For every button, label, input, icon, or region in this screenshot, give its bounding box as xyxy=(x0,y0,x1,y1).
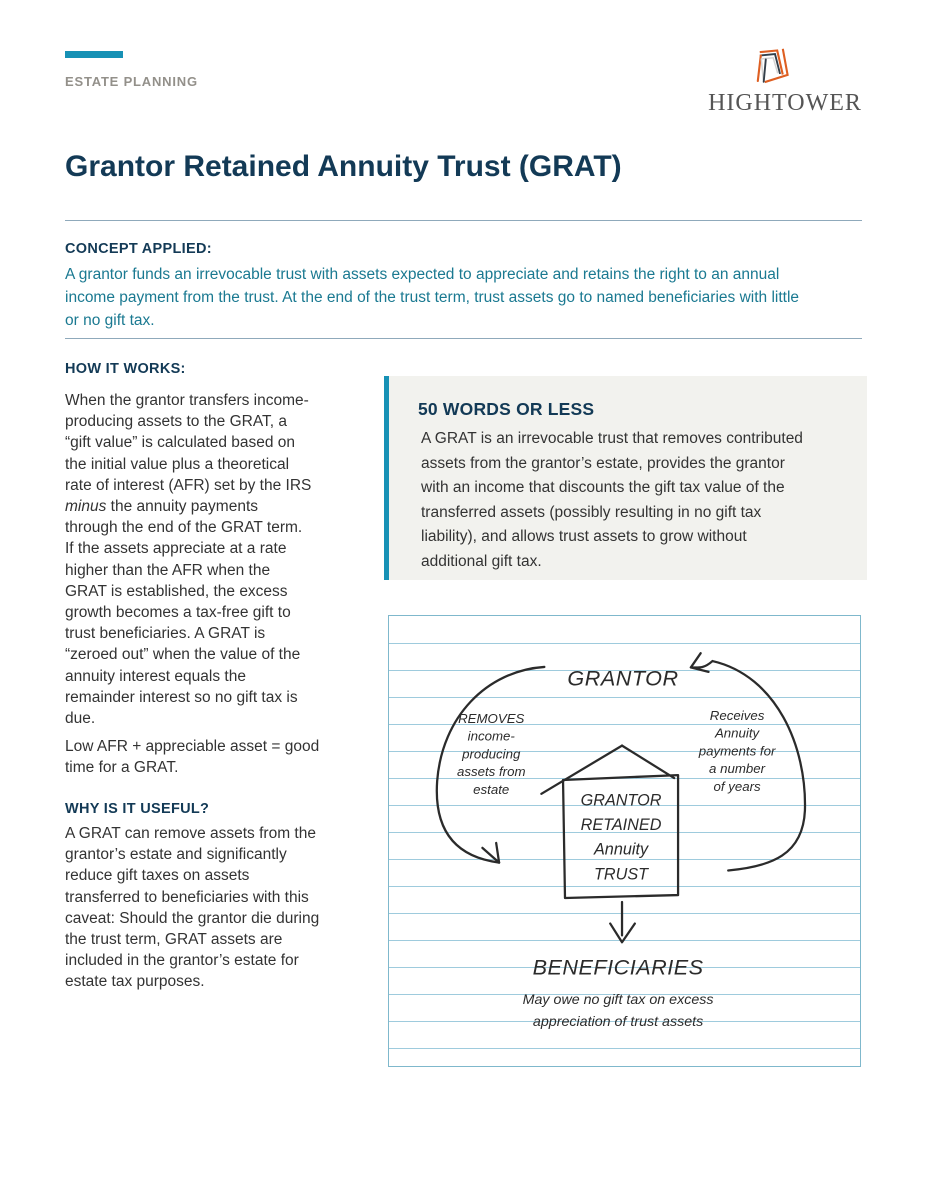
svg-text:TRUST: TRUST xyxy=(594,865,649,883)
svg-text:appreciation of trust assets: appreciation of trust assets xyxy=(533,1014,703,1030)
svg-text:estate: estate xyxy=(473,782,509,797)
svg-text:income-: income- xyxy=(468,729,516,744)
svg-text:producing: producing xyxy=(461,746,521,761)
svg-text:GRANTOR: GRANTOR xyxy=(581,792,662,810)
svg-text:assets from: assets from xyxy=(457,764,526,779)
svg-text:Annuity: Annuity xyxy=(593,841,649,859)
svg-text:a number: a number xyxy=(709,761,766,776)
svg-text:GRANTOR: GRANTOR xyxy=(567,666,678,691)
svg-text:payments for: payments for xyxy=(698,743,776,758)
svg-text:RETAINED: RETAINED xyxy=(581,816,662,834)
svg-text:of years: of years xyxy=(713,779,761,794)
svg-text:Annuity: Annuity xyxy=(714,726,761,741)
svg-text:Receives: Receives xyxy=(710,708,765,723)
svg-text:May owe no gift tax on excess: May owe no gift tax on excess xyxy=(523,992,714,1008)
svg-text:REMOVES: REMOVES xyxy=(458,711,524,726)
svg-text:BENEFICIARIES: BENEFICIARIES xyxy=(533,955,704,980)
